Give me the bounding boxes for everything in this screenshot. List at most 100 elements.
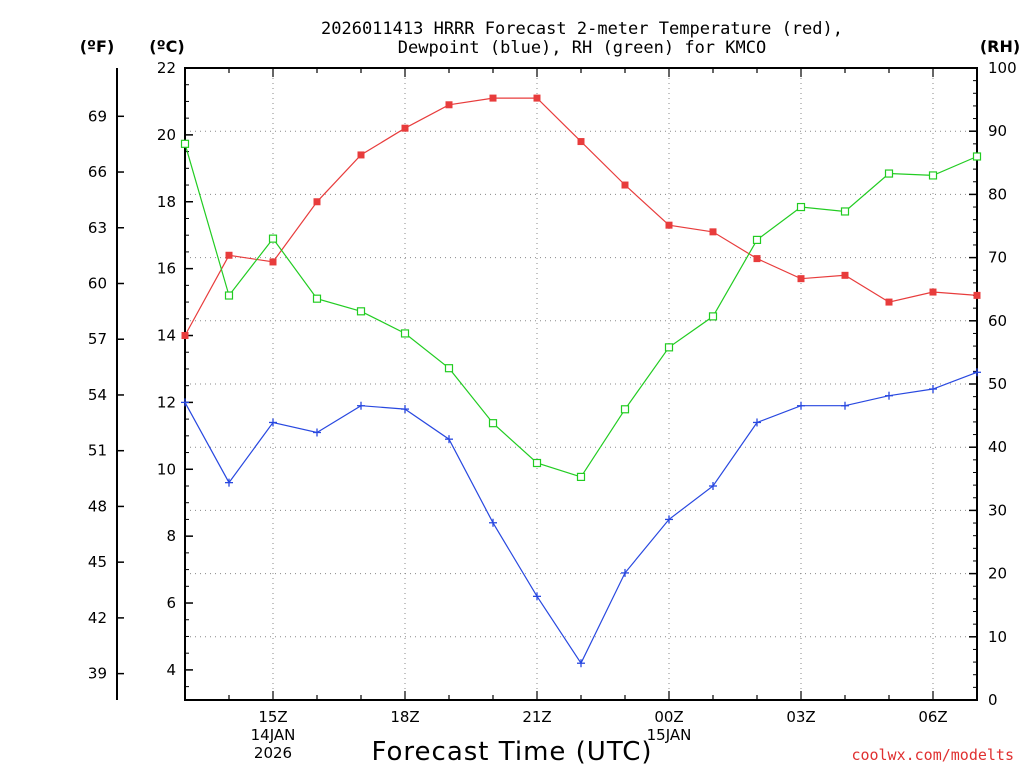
dewpoint-point	[489, 518, 497, 527]
x-tick-label: 14JAN	[251, 726, 296, 744]
fahrenheit-tick-label: 42	[88, 609, 107, 627]
series-rh	[180, 139, 982, 482]
rh-point	[224, 291, 234, 300]
rh-tick-label: 100	[988, 59, 1017, 77]
rh-line	[184, 143, 978, 478]
celsius-tick-label: 20	[157, 126, 176, 144]
x-tick-label: 03Z	[786, 708, 815, 726]
dewpoint-point	[929, 385, 937, 394]
x-tick-label: 06Z	[918, 708, 947, 726]
rh-point	[708, 312, 718, 321]
rh-point	[928, 171, 938, 180]
dewpoint-point	[313, 428, 321, 437]
rh-point	[576, 472, 586, 482]
fahrenheit-tick-label: 69	[88, 107, 107, 125]
data-series	[180, 94, 982, 668]
temperature-point	[401, 124, 409, 132]
rh-tick-label: 40	[988, 438, 1007, 456]
rh-unit-label: (RH)	[980, 37, 1020, 56]
dewpoint-point	[753, 418, 761, 427]
chart-title: 2026011413 HRRR Forecast 2-meter Tempera…	[321, 19, 843, 58]
rh-tick-label: 0	[988, 691, 998, 709]
x-tick-label: 15JAN	[647, 726, 692, 744]
fahrenheit-tick-label: 48	[88, 497, 107, 515]
celsius-tick-label: 14	[157, 327, 176, 345]
celsius-tick-label: 6	[166, 594, 176, 612]
axes: 4 6 8 10 12 14 16 18 20 22 39 42 45 48 51 54 57 60 63 66 69 0…	[88, 59, 1017, 762]
dewpoint-point	[269, 418, 277, 427]
rh-point	[356, 307, 366, 316]
x-tick-label: 21Z	[522, 708, 551, 726]
rh-point	[796, 202, 806, 212]
celsius-tick-label: 22	[157, 59, 176, 77]
rh-point	[664, 343, 674, 352]
rh-tick-label: 10	[988, 628, 1007, 646]
fahrenheit-tick-label: 54	[88, 386, 107, 404]
celsius-tick-label: 12	[157, 393, 176, 411]
temperature-point	[181, 332, 189, 340]
dewpoint-point	[709, 481, 717, 490]
rh-tick-label: 90	[988, 122, 1007, 140]
dewpoint-point	[665, 515, 673, 524]
rh-tick-label: 20	[988, 565, 1007, 583]
temperature-line	[184, 97, 978, 336]
fahrenheit-unit-label: (ºF)	[80, 37, 115, 56]
rh-point	[488, 419, 498, 428]
rh-tick-label: 60	[988, 312, 1007, 330]
dewpoint-point	[841, 401, 849, 410]
credit-link[interactable]: coolwx.com/modelts	[851, 746, 1014, 764]
dewpoint-point	[885, 391, 893, 400]
title-line: Dewpoint (blue), RH (green) for KMCO	[398, 38, 766, 58]
fahrenheit-tick-label: 66	[88, 163, 107, 181]
rh-point	[532, 458, 542, 468]
celsius-tick-label: 4	[166, 661, 176, 679]
dewpoint-point	[357, 401, 365, 410]
rh-tick-label: 80	[988, 185, 1007, 203]
temperature-point	[753, 255, 761, 263]
dewpoint-line	[184, 371, 978, 665]
dewpoint-point	[621, 568, 629, 577]
temperature-point	[489, 94, 497, 102]
temperature-point	[709, 228, 717, 236]
temperature-point	[577, 138, 585, 146]
dewpoint-point	[797, 401, 805, 410]
rh-point	[620, 405, 630, 414]
rh-tick-label: 70	[988, 249, 1007, 267]
dewpoint-point	[577, 659, 585, 668]
axis-units: (ºF) (ºC) (RH)	[80, 37, 1020, 56]
rh-point	[180, 139, 190, 148]
temperature-point	[225, 251, 233, 259]
rh-tick-label: 30	[988, 501, 1007, 519]
rh-point	[400, 329, 410, 338]
temperature-point	[885, 298, 893, 306]
fahrenheit-tick-label: 60	[88, 274, 107, 292]
x-tick-label: 15Z	[258, 708, 287, 726]
celsius-tick-label: 8	[166, 527, 176, 545]
temperature-point	[269, 258, 277, 266]
rh-point	[972, 152, 982, 161]
gridlines	[185, 68, 977, 700]
temperature-point	[621, 181, 629, 189]
rh-point	[312, 294, 322, 303]
x-tick-label: 2026	[254, 744, 292, 762]
rh-tick-label: 50	[988, 375, 1007, 393]
rh-point	[840, 207, 850, 216]
temperature-point	[445, 101, 453, 109]
series-dewpoint	[181, 368, 981, 668]
rh-point	[884, 169, 894, 178]
fahrenheit-tick-label: 51	[88, 442, 107, 460]
fahrenheit-tick-label: 45	[88, 553, 107, 571]
rh-point	[444, 364, 454, 373]
dewpoint-point	[533, 592, 541, 601]
dewpoint-point	[181, 398, 189, 407]
dewpoint-point	[973, 368, 981, 377]
celsius-unit-label: (ºC)	[149, 37, 184, 56]
temperature-point	[973, 291, 981, 299]
celsius-tick-label: 18	[157, 193, 176, 211]
title-line: 2026011413 HRRR Forecast 2-meter Tempera…	[321, 19, 843, 39]
temperature-point	[313, 198, 321, 206]
temperature-point	[665, 221, 673, 229]
temperature-point	[841, 271, 849, 279]
fahrenheit-tick-label: 57	[88, 330, 107, 348]
